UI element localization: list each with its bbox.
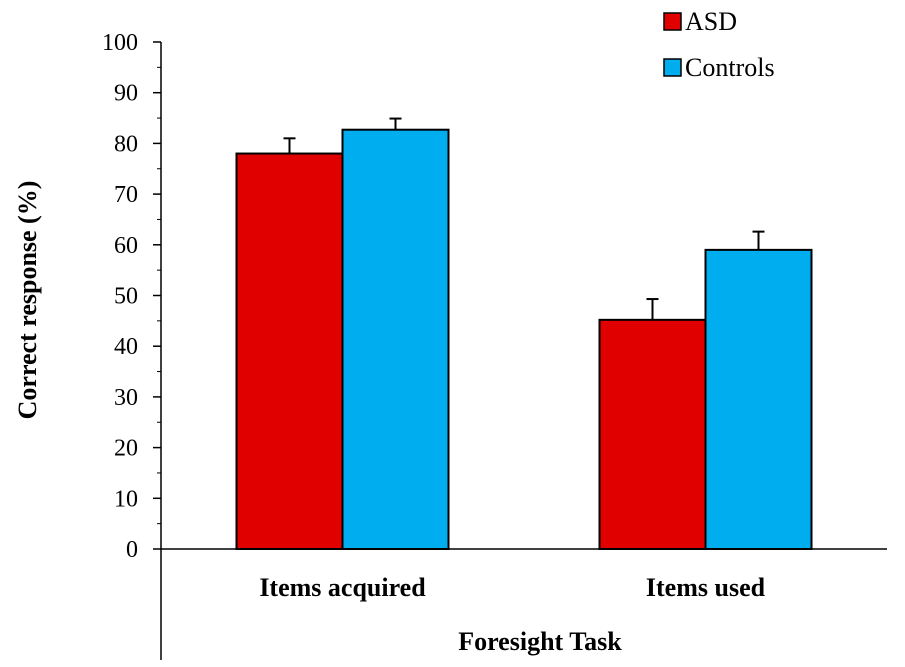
y-tick-label: 30 bbox=[114, 385, 138, 411]
y-axis-title: Correct response (%) bbox=[13, 181, 42, 420]
legend-label-controls: Controls bbox=[685, 53, 775, 82]
axes-layer bbox=[160, 42, 887, 660]
bar-controls-1 bbox=[341, 128, 450, 550]
error-bars-layer bbox=[283, 117, 765, 320]
legend-swatch-controls bbox=[663, 58, 682, 77]
y-tick-label: 60 bbox=[114, 233, 138, 259]
bar-asd-1 bbox=[235, 152, 344, 550]
y-tick-label: 50 bbox=[114, 284, 138, 310]
bar-controls-2 bbox=[704, 248, 813, 550]
legend-label-asd: ASD bbox=[685, 7, 737, 36]
y-tick-label: 90 bbox=[114, 81, 138, 107]
bars-layer bbox=[235, 128, 813, 550]
legend: ASD Controls bbox=[663, 7, 775, 82]
x-category-label: Items acquired bbox=[259, 573, 426, 602]
category-labels-layer: Items acquired Items used bbox=[259, 573, 765, 602]
x-category-label: Items used bbox=[646, 573, 766, 602]
y-tick-label: 10 bbox=[114, 486, 138, 512]
y-tick-label: 80 bbox=[114, 131, 138, 157]
y-tick-label: 100 bbox=[102, 30, 138, 56]
y-tick-label: 20 bbox=[114, 436, 138, 462]
y-ticks-layer: 0 10 20 30 40 50 60 70 80 90 100 bbox=[102, 30, 161, 563]
bar-asd-2 bbox=[598, 318, 707, 550]
y-tick-label: 0 bbox=[126, 537, 138, 563]
y-tick-label: 40 bbox=[114, 334, 138, 360]
x-axis-title: Foresight Task bbox=[458, 627, 622, 656]
y-tick-label: 70 bbox=[114, 182, 138, 208]
legend-swatch-asd bbox=[663, 12, 682, 31]
